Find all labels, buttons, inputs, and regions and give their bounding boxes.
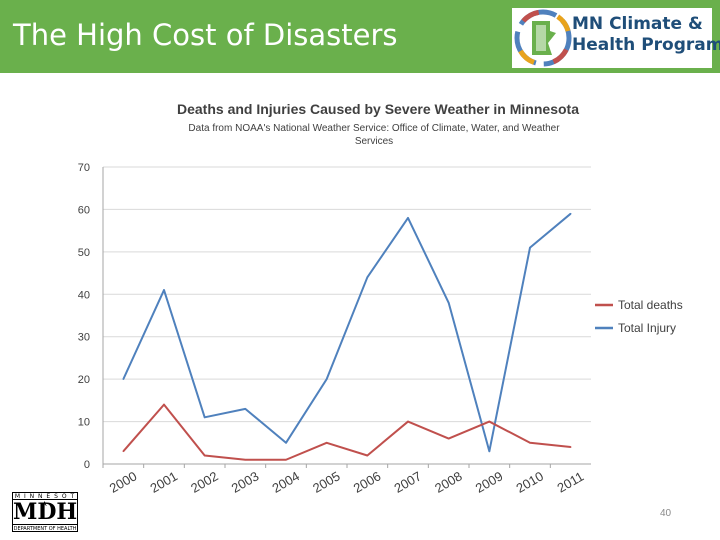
logo-wordmark: MN Climate & Health Program <box>572 14 720 56</box>
gridlines <box>103 166 591 423</box>
mdh-logo-bottom: DEPARTMENT OF HEALTH <box>12 524 78 532</box>
mdh-logo-main: MDH <box>12 499 78 525</box>
data-point-injury <box>122 378 125 380</box>
x-tick-label: 2011 <box>555 469 587 496</box>
y-tick-label: 50 <box>78 247 90 259</box>
data-point-deaths <box>529 441 531 444</box>
x-tick-label: 2003 <box>229 468 262 495</box>
x-axis-ticks: 2000 2001 2002 2003 2004 2005 2006 2007 2008 2009… <box>102 464 587 496</box>
data-point-deaths <box>488 420 491 423</box>
data-point-deaths <box>203 454 206 457</box>
x-tick-label: 2000 <box>107 468 140 495</box>
minnesota-emblem-icon <box>514 9 572 67</box>
data-point-deaths <box>122 450 125 453</box>
x-tick-label: 2001 <box>147 468 180 495</box>
data-point-deaths <box>244 458 247 461</box>
mdh-logo-top: M I N N E S O T A <box>12 492 78 508</box>
y-tick-label: 70 <box>78 162 90 174</box>
data-point-deaths <box>325 441 328 444</box>
y-tick-label: 60 <box>78 204 90 216</box>
data-point-injury <box>325 378 328 380</box>
legend: Total deaths Total Injury <box>595 298 683 335</box>
x-tick-label: 2008 <box>432 468 465 495</box>
series-lines <box>122 212 572 461</box>
data-point-injury <box>529 246 531 249</box>
logo-line-1: MN Climate & <box>572 14 703 34</box>
logo-line-2: Health Program <box>572 35 720 55</box>
mdh-logo: M I N N E S O T A MDH DEPARTMENT OF HEAL… <box>12 492 78 532</box>
data-point-deaths <box>163 403 165 406</box>
y-tick-label: 0 <box>84 459 90 471</box>
data-point-injury <box>569 212 572 215</box>
data-point-injury <box>366 276 369 279</box>
data-point-injury <box>203 416 206 419</box>
data-point-injury <box>163 289 165 291</box>
y-tick-label: 40 <box>78 289 90 301</box>
mn-climate-logo: MN Climate & Health Program <box>512 8 720 68</box>
x-tick-label: 2007 <box>391 468 424 495</box>
y-tick-label: 30 <box>78 332 90 344</box>
data-point-deaths <box>447 437 450 440</box>
legend-label-deaths: Total deaths <box>618 298 683 312</box>
data-point-deaths <box>285 458 287 461</box>
data-point-injury <box>407 217 409 219</box>
chart-title: Deaths and Injuries Caused by Severe Wea… <box>177 101 579 117</box>
data-point-injury <box>244 408 247 410</box>
data-point-deaths <box>366 454 369 457</box>
title-banner: The High Cost of Disasters MN Climate & … <box>0 0 720 73</box>
data-point-deaths <box>407 420 409 423</box>
data-point-injury <box>285 441 287 444</box>
slide-title: The High Cost of Disasters <box>13 18 398 52</box>
series-line-deaths <box>122 403 571 461</box>
data-point-deaths <box>569 446 572 448</box>
x-tick-label: 2004 <box>269 468 302 495</box>
page-number: 40 <box>660 508 672 519</box>
legend-label-injury: Total Injury <box>618 321 676 335</box>
y-axis-ticks: 0 10 20 30 40 50 60 70 <box>78 162 90 471</box>
x-tick-label: 2006 <box>351 468 384 495</box>
x-tick-label: 2002 <box>188 468 221 495</box>
y-tick-label: 10 <box>78 417 90 429</box>
y-tick-label: 20 <box>78 374 90 386</box>
series-line-injury <box>122 212 572 453</box>
x-tick-label: 2010 <box>513 468 546 495</box>
chart-subtitle-line-2: Services <box>355 136 393 147</box>
x-tick-label: 2005 <box>310 468 343 495</box>
data-point-injury <box>488 450 491 453</box>
data-point-injury <box>447 301 450 304</box>
chart-subtitle-line-1: Data from NOAA's National Weather Servic… <box>188 123 560 134</box>
x-tick-label: 2009 <box>473 468 506 495</box>
